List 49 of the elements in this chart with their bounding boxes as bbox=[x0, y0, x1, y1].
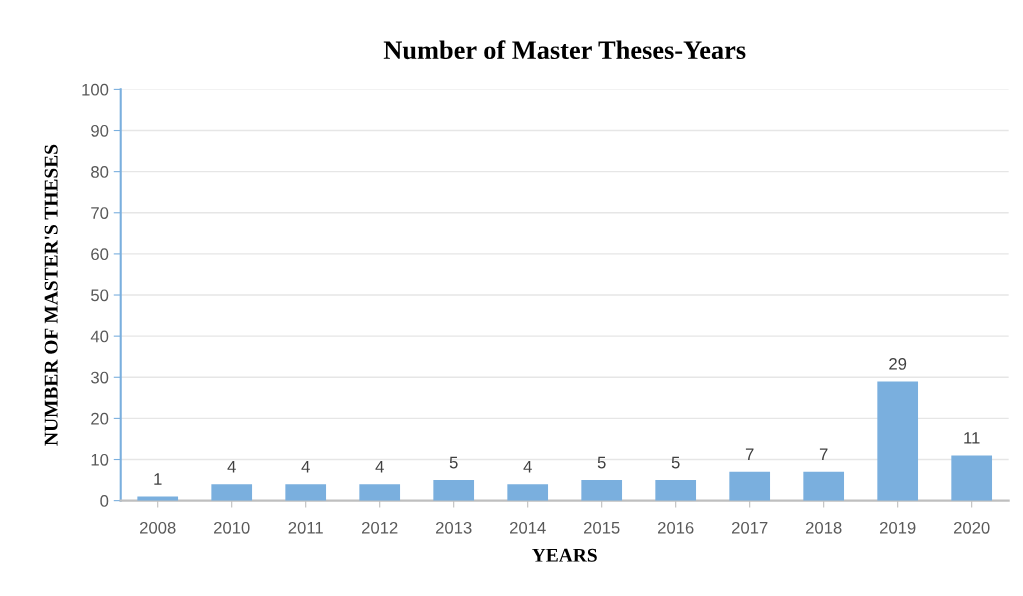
x-tick-label: 2016 bbox=[657, 521, 694, 534]
bar bbox=[729, 471, 771, 501]
chart-title: Number of Master Theses-Years bbox=[383, 40, 746, 60]
data-label: 5 bbox=[597, 456, 606, 469]
data-label: 5 bbox=[449, 456, 458, 469]
x-tick-label: 2013 bbox=[436, 521, 472, 534]
x-axis-title: YEARS bbox=[532, 548, 597, 562]
bar bbox=[951, 455, 993, 501]
bar bbox=[877, 381, 919, 501]
data-label: 4 bbox=[375, 460, 384, 473]
x-tick-label: 2011 bbox=[288, 521, 323, 534]
y-tick-label: 90 bbox=[91, 124, 109, 137]
data-label: 4 bbox=[227, 460, 236, 473]
data-label: 11 bbox=[964, 432, 980, 444]
y-tick-label: 60 bbox=[91, 248, 109, 261]
data-label: 4 bbox=[523, 460, 532, 473]
y-axis-title: NUMBER OF MASTER'S THESES bbox=[44, 144, 58, 446]
y-tick-label: 20 bbox=[91, 412, 109, 425]
bar bbox=[507, 484, 549, 501]
x-tick-label: 2018 bbox=[805, 521, 842, 534]
data-label: 5 bbox=[671, 456, 680, 469]
x-tick-label: 2015 bbox=[584, 521, 620, 534]
y-tick-label: 70 bbox=[91, 207, 109, 219]
y-tick-label: 10 bbox=[91, 453, 109, 466]
data-label: 7 bbox=[819, 448, 828, 461]
bar bbox=[655, 480, 697, 501]
x-tick-label: 2014 bbox=[510, 521, 546, 534]
y-tick-label: 0 bbox=[100, 495, 109, 507]
y-tick-label: 80 bbox=[91, 166, 109, 178]
x-tick-label: 2008 bbox=[140, 521, 176, 534]
y-tick-label: 30 bbox=[91, 371, 109, 384]
bar bbox=[433, 480, 475, 501]
x-tick-label: 2020 bbox=[953, 521, 990, 534]
x-tick-label: 2012 bbox=[362, 521, 398, 534]
y-tick-label: 100 bbox=[82, 83, 109, 96]
y-tick-label: 50 bbox=[91, 289, 109, 302]
bar bbox=[359, 484, 401, 501]
x-tick-label: 2019 bbox=[879, 521, 916, 534]
data-label: 4 bbox=[301, 460, 310, 473]
data-label: 1 bbox=[154, 473, 162, 485]
bar bbox=[211, 484, 253, 501]
bar bbox=[803, 471, 845, 501]
x-tick-label: 2010 bbox=[214, 521, 250, 534]
y-tick-label: 40 bbox=[90, 330, 109, 343]
data-label: 7 bbox=[745, 448, 754, 461]
x-tick-label: 2017 bbox=[731, 521, 768, 534]
data-label: 29 bbox=[889, 357, 907, 370]
bar bbox=[285, 484, 327, 501]
bar bbox=[581, 480, 623, 501]
